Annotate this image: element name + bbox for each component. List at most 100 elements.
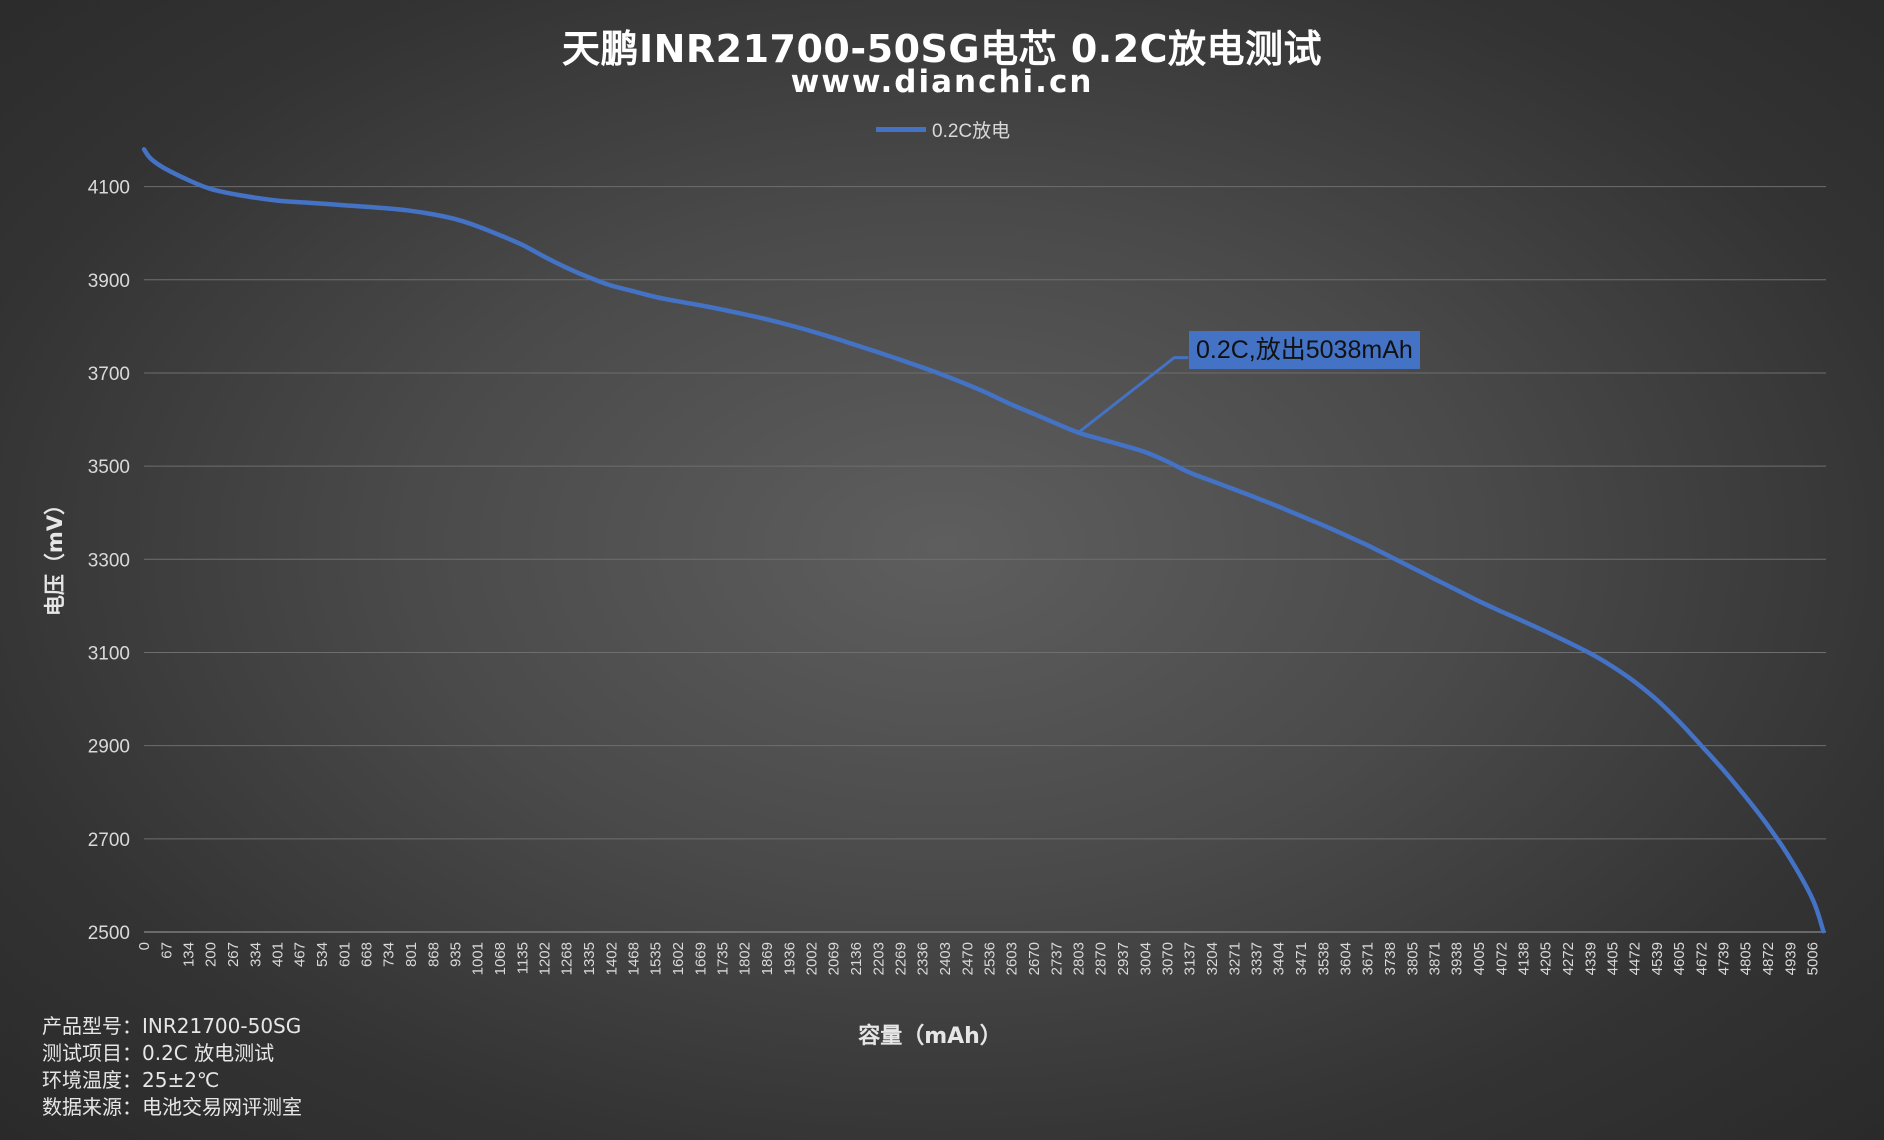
info-block: 产品型号：INR21700-50SG 测试项目：0.2C 放电测试 环境温度：2… — [42, 1013, 302, 1121]
gridlines — [144, 186, 1826, 933]
y-tick-label: 3500 — [88, 457, 130, 478]
x-tick-label: 3871 — [1426, 942, 1443, 975]
x-tick-label: 2937 — [1115, 942, 1132, 975]
x-axis-label: 容量（mAh） — [858, 1023, 1002, 1049]
x-tick-label: 2269 — [892, 942, 909, 975]
x-tick-label: 67 — [158, 942, 175, 959]
y-tick-label: 3700 — [88, 364, 130, 385]
info-value: 0.2C 放电测试 — [142, 1041, 275, 1065]
y-tick-label: 3300 — [88, 550, 130, 571]
x-axis-ticks: 0 67 134 200 267 334 401 467 534 601 668 734 801 868 9… — [136, 942, 1822, 975]
x-tick-label: 2670 — [1026, 942, 1043, 975]
x-tick-label: 2002 — [803, 942, 820, 975]
y-tick-label: 2500 — [88, 923, 130, 944]
y-tick-label: 2900 — [88, 737, 130, 758]
x-tick-label: 1869 — [759, 942, 776, 975]
x-tick-label: 4939 — [1782, 942, 1799, 975]
info-model: 产品型号：INR21700-50SG — [42, 1013, 302, 1040]
x-tick-label: 1068 — [492, 942, 509, 975]
x-tick-label: 4339 — [1582, 942, 1599, 975]
x-tick-label: 3671 — [1360, 942, 1377, 975]
x-tick-label: 2069 — [826, 942, 843, 975]
info-temperature: 环境温度：25±2℃ — [42, 1067, 302, 1094]
info-value: 25±2℃ — [142, 1068, 220, 1092]
x-tick-label: 334 — [247, 942, 264, 967]
legend-swatch — [876, 127, 926, 132]
x-tick-label: 935 — [448, 942, 465, 967]
x-tick-label: 4205 — [1538, 942, 1555, 975]
series-line — [141, 147, 1826, 934]
annotation-leader-line — [1077, 356, 1189, 434]
chart-title: 天鹏INR21700-50SG电芯 0.2C放电测试 — [561, 27, 1323, 71]
x-tick-label: 4472 — [1627, 942, 1644, 975]
x-tick-label: 4405 — [1604, 942, 1621, 975]
y-tick-label: 2700 — [88, 830, 130, 851]
info-label: 环境温度： — [42, 1068, 142, 1092]
x-tick-label: 1669 — [692, 942, 709, 975]
x-tick-label: 1202 — [537, 942, 554, 975]
x-tick-label: 4605 — [1671, 942, 1688, 975]
x-tick-label: 267 — [225, 942, 242, 967]
x-tick-label: 1468 — [625, 942, 642, 975]
x-tick-label: 3337 — [1248, 942, 1265, 975]
x-tick-label: 134 — [181, 942, 198, 967]
x-tick-label: 4805 — [1738, 942, 1755, 975]
info-test: 测试项目：0.2C 放电测试 — [42, 1040, 302, 1067]
x-tick-label: 0 — [136, 942, 153, 950]
x-tick-label: 4072 — [1493, 942, 1510, 975]
x-tick-label: 3070 — [1159, 942, 1176, 975]
x-tick-label: 2403 — [937, 942, 954, 975]
x-tick-label: 3738 — [1382, 942, 1399, 975]
x-tick-label: 1936 — [781, 942, 798, 975]
x-tick-label: 3137 — [1182, 942, 1199, 975]
x-tick-label: 2737 — [1048, 942, 1065, 975]
info-source: 数据来源：电池交易网评测室 — [42, 1094, 302, 1121]
x-tick-label: 1402 — [603, 942, 620, 975]
x-tick-label: 3404 — [1271, 942, 1288, 975]
x-tick-label: 3805 — [1404, 942, 1421, 975]
x-tick-label: 3538 — [1315, 942, 1332, 975]
x-tick-label: 2336 — [915, 942, 932, 975]
x-tick-label: 2803 — [1070, 942, 1087, 975]
y-axis-label: 电压（mV） — [43, 494, 67, 616]
y-tick-label: 3100 — [88, 643, 130, 664]
y-tick-label: 3900 — [88, 271, 130, 292]
y-tick-label: 4100 — [88, 178, 130, 199]
x-tick-label: 3471 — [1293, 942, 1310, 975]
legend: 0.2C放电 — [876, 116, 1010, 143]
info-label: 产品型号： — [42, 1014, 142, 1038]
x-tick-label: 200 — [203, 942, 220, 967]
x-tick-label: 1735 — [714, 942, 731, 975]
info-label: 数据来源： — [42, 1095, 142, 1119]
x-tick-label: 2136 — [848, 942, 865, 975]
x-tick-label: 1535 — [648, 942, 665, 975]
x-tick-label: 1802 — [737, 942, 754, 975]
legend-label: 0.2C放电 — [932, 121, 1011, 142]
info-value: 电池交易网评测室 — [142, 1095, 302, 1119]
y-axis-ticks: 2500 2700 2900 3100 3300 3500 3700 3900 4100 — [88, 178, 130, 944]
x-tick-label: 1335 — [581, 942, 598, 975]
x-tick-label: 4272 — [1560, 942, 1577, 975]
x-tick-label: 1268 — [559, 942, 576, 975]
x-tick-label: 534 — [314, 942, 331, 967]
x-tick-label: 2870 — [1093, 942, 1110, 975]
x-tick-label: 2536 — [981, 942, 998, 975]
x-tick-label: 3271 — [1226, 942, 1243, 975]
x-tick-label: 734 — [381, 942, 398, 967]
x-tick-label: 668 — [359, 942, 376, 967]
x-tick-label: 1001 — [470, 942, 487, 975]
x-tick-label: 401 — [270, 942, 287, 967]
annotation-label: 0.2C,放出5038mAh — [1189, 331, 1420, 369]
x-tick-label: 868 — [425, 942, 442, 967]
x-tick-label: 467 — [292, 942, 309, 967]
x-tick-label: 1135 — [514, 942, 531, 974]
x-tick-label: 801 — [403, 942, 420, 967]
x-tick-label: 4739 — [1716, 942, 1733, 975]
info-value: INR21700-50SG — [142, 1014, 302, 1038]
chart-subtitle: www.dianchi.cn — [790, 64, 1094, 100]
x-tick-label: 3938 — [1449, 942, 1466, 975]
x-tick-label: 2470 — [959, 942, 976, 975]
x-tick-label: 1602 — [670, 942, 687, 975]
x-tick-label: 2203 — [870, 942, 887, 975]
